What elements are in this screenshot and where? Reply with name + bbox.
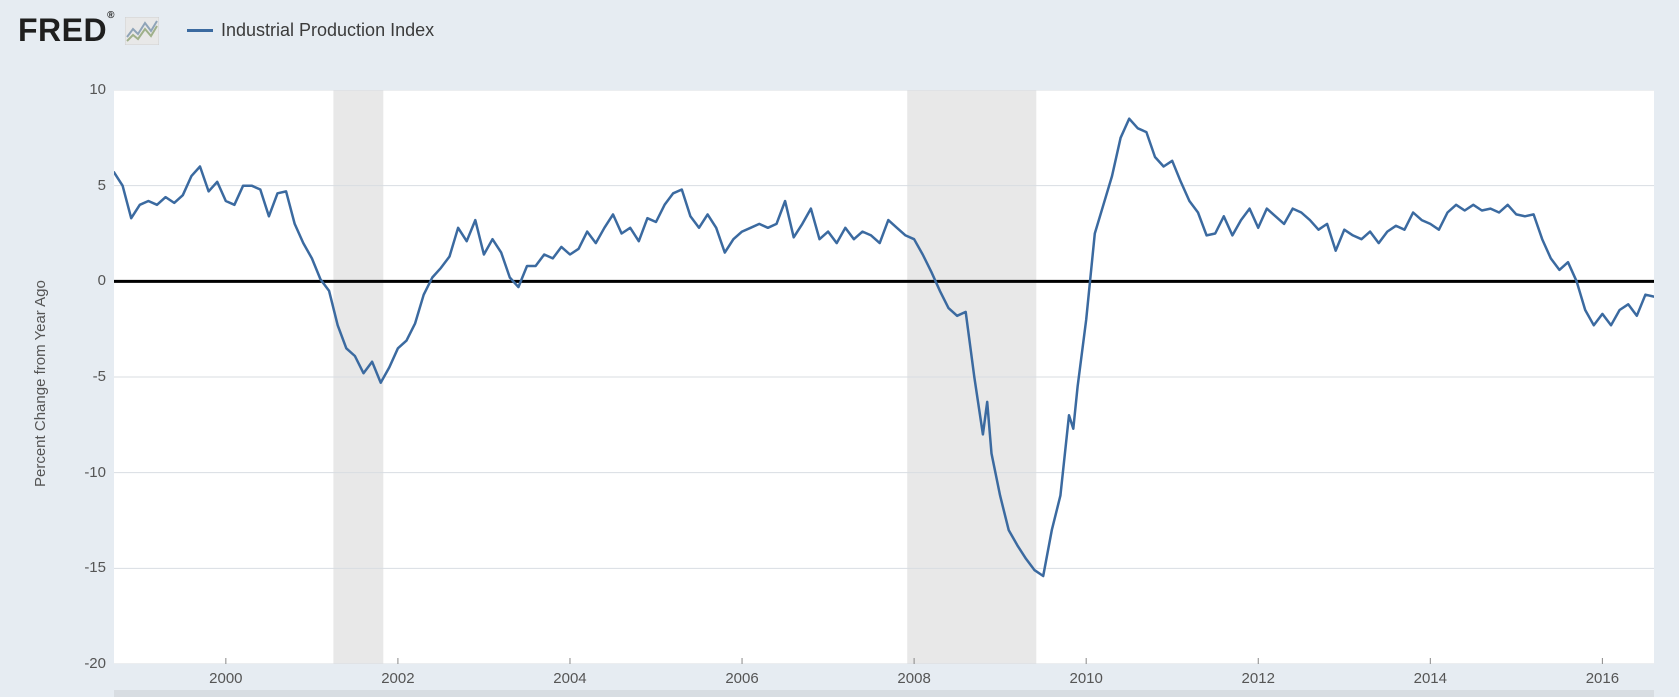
y-tick-label: -20 [56,655,106,672]
x-tick-label: 2012 [1242,670,1275,687]
chart-frame: FRED® Industrial Production Index Percen… [0,0,1679,697]
x-tick-label: 2006 [725,670,758,687]
y-tick-label: -5 [56,368,106,385]
x-tick-label: 2016 [1586,670,1619,687]
x-tick-label: 2008 [897,670,930,687]
chart-header: FRED® Industrial Production Index [18,12,434,49]
brand-chart-icon [125,17,159,45]
x-tick-label: 2010 [1069,670,1102,687]
chart-legend: Industrial Production Index [187,20,434,41]
y-axis-label: Percent Change from Year Ago [32,280,49,487]
y-tick-label: 0 [56,272,106,289]
y-tick-label: -15 [56,559,106,576]
brand-name: FRED [18,12,107,48]
chart-plot-area [114,90,1654,664]
y-tick-label: -10 [56,464,106,481]
brand-logo: FRED® [18,12,115,49]
y-tick-label: 10 [56,81,106,98]
x-tick-label: 2000 [209,670,242,687]
y-tick-label: 5 [56,177,106,194]
legend-swatch [187,29,213,32]
legend-label: Industrial Production Index [221,20,434,41]
x-tick-label: 2002 [381,670,414,687]
timeline-scrub-bar[interactable] [114,690,1654,697]
brand-registered: ® [107,10,115,21]
x-tick-label: 2004 [553,670,586,687]
x-tick-label: 2014 [1414,670,1447,687]
